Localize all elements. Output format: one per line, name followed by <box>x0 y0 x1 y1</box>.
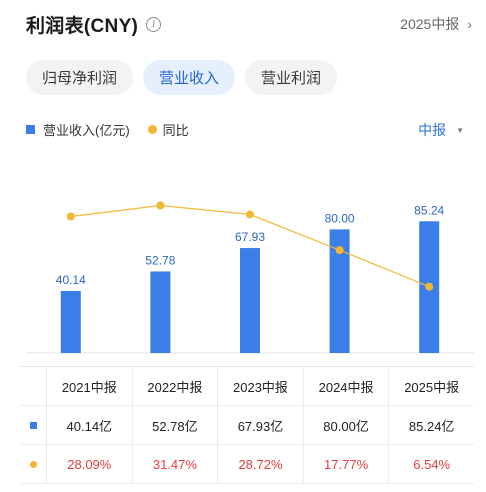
info-icon[interactable]: i <box>146 16 162 32</box>
table-cell: 85.24亿 <box>388 406 474 444</box>
caret-down-icon: ▼ <box>456 125 464 135</box>
legend-line-label: 同比 <box>162 123 189 138</box>
yoy-point[interactable] <box>156 201 165 210</box>
report-type-label: 中报 <box>418 122 447 138</box>
yoy-point[interactable] <box>246 210 254 219</box>
legend-bar-swatch <box>26 125 35 134</box>
table-cell: 28.72% <box>217 445 303 483</box>
table-cell: 28.09% <box>46 445 132 483</box>
legend-line-swatch <box>147 125 157 134</box>
yoy-marker-icon <box>29 460 37 468</box>
chevron-right-icon: › <box>467 16 472 32</box>
table-cell: 31.47% <box>131 445 218 483</box>
legend-bar-label: 营业收入(亿元) <box>43 123 130 138</box>
yoy-point[interactable] <box>425 282 434 291</box>
page-title: 利润表(CNY) <box>26 15 139 37</box>
table-cell: 40.14亿 <box>46 406 132 444</box>
revenue-chart: 40.14 52.78 67.93 80.00 85.24 <box>26 201 474 354</box>
tab-revenue[interactable]: 营业收入 <box>143 60 236 95</box>
table-cell: 80.00亿 <box>302 406 389 444</box>
report-type-dropdown[interactable]: 中报 ▼ <box>418 120 464 140</box>
table-header-cell: 2023中报 <box>217 367 303 405</box>
table-header-cell: 2024中报 <box>302 367 389 405</box>
table-cell: 17.77% <box>302 445 389 483</box>
chart-legend: 营业收入(亿元) 同比 <box>26 120 189 139</box>
tab-operating-profit[interactable]: 营业利润 <box>245 60 338 95</box>
table-row-yoy: 28.09% 31.47% 28.72% 17.77% 6.54% <box>20 445 474 484</box>
table-header-cell: 2021中报 <box>46 367 132 405</box>
bar-value-label: 40.14 <box>56 273 86 287</box>
table-cell: 67.93亿 <box>217 406 303 444</box>
yoy-row-marker-cell <box>20 460 46 468</box>
tab-net-profit[interactable]: 归母净利润 <box>26 60 134 95</box>
bar-2022中报[interactable] <box>150 271 171 353</box>
data-table: 2021中报 2022中报 2023中报 2024中报 2025中报 40.14… <box>20 366 474 484</box>
yoy-point[interactable] <box>66 212 75 221</box>
table-row-revenue: 40.14亿 52.78亿 67.93亿 80.00亿 85.24亿 <box>20 406 474 445</box>
bar-2021中报[interactable] <box>60 290 81 353</box>
revenue-marker-icon <box>29 421 37 429</box>
bar-value-label: 52.78 <box>145 253 175 267</box>
table-cell: 52.78亿 <box>131 406 218 444</box>
bar-2024中报[interactable] <box>329 229 350 353</box>
period-selector[interactable]: 2025中报 › <box>400 14 472 34</box>
table-header-cell: 2022中报 <box>131 367 218 405</box>
period-label: 2025中报 <box>400 16 460 32</box>
bar-value-label: 85.24 <box>414 203 444 217</box>
bar-2023中报[interactable] <box>240 248 260 353</box>
header: 利润表(CNY) i 2025中报 › <box>26 10 472 38</box>
bar-value-label: 80.00 <box>325 211 355 225</box>
yoy-point[interactable] <box>335 246 344 255</box>
bar-value-label: 67.93 <box>235 230 265 244</box>
table-cell: 6.54% <box>388 445 474 483</box>
revenue-row-marker-cell <box>20 421 46 429</box>
metric-tabs: 归母净利润 营业收入 营业利润 <box>26 60 338 95</box>
table-header-cell: 2025中报 <box>388 367 474 405</box>
table-header-row: 2021中报 2022中报 2023中报 2024中报 2025中报 <box>20 367 474 406</box>
